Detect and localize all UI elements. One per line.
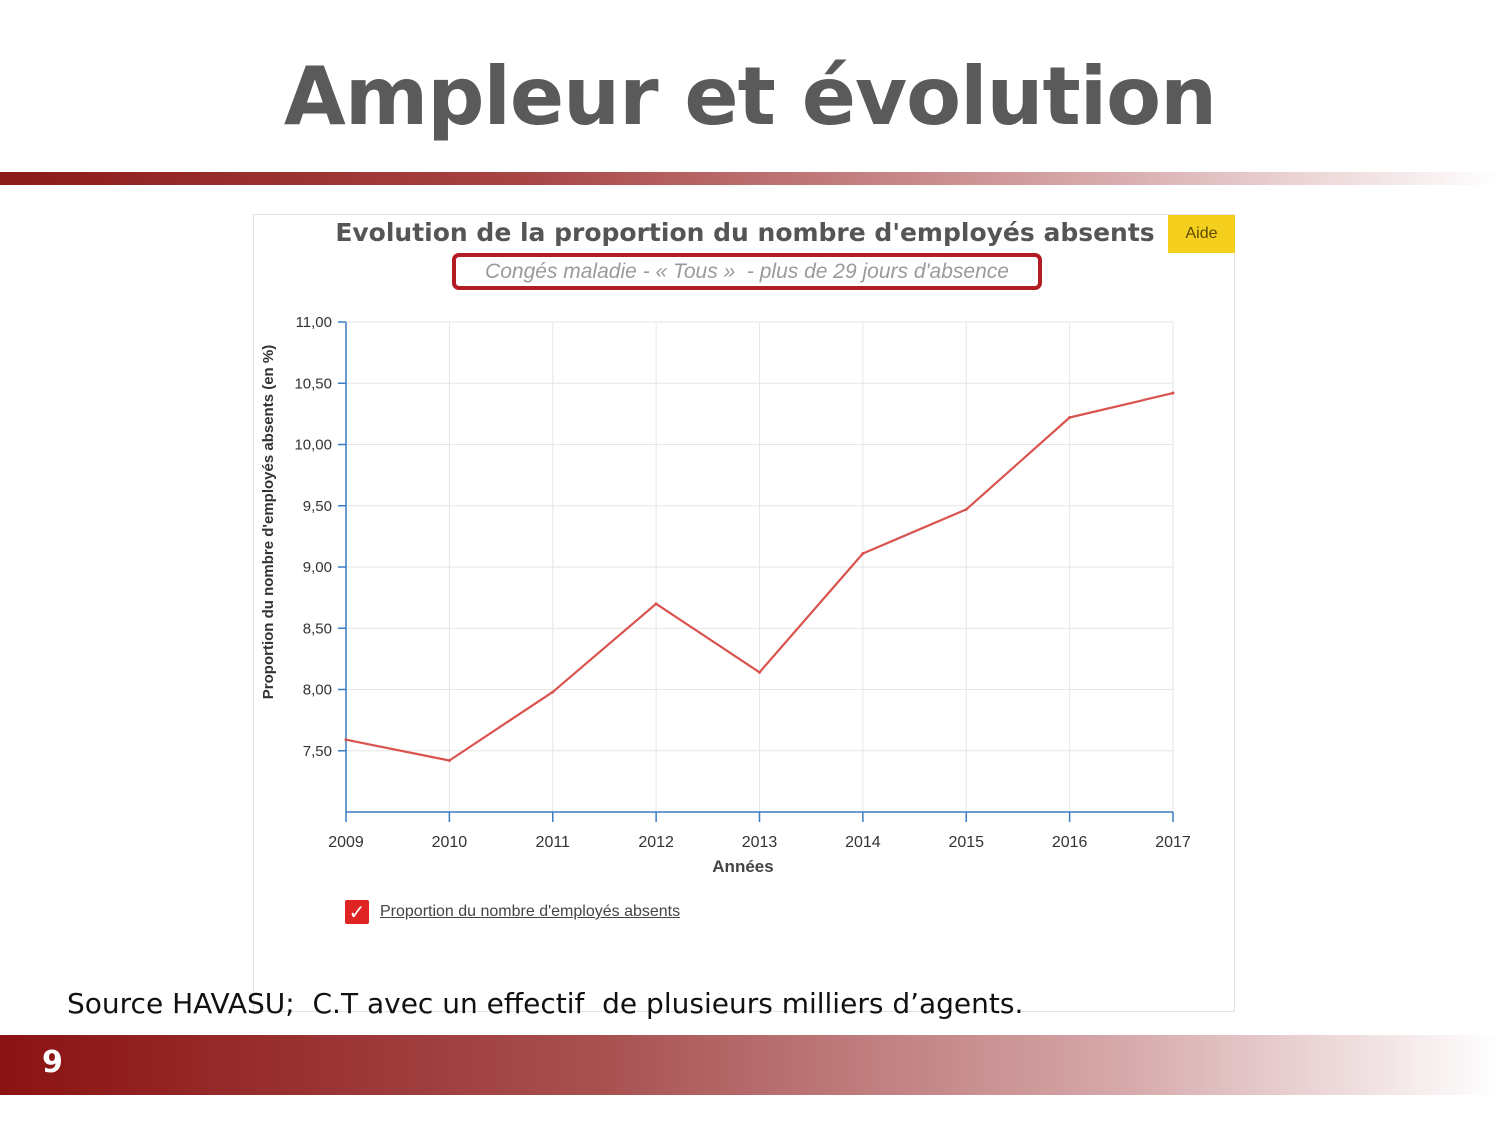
y-tick-label: 7,50: [303, 743, 332, 760]
chart-title: Evolution de la proportion du nombre d'e…: [335, 218, 1155, 247]
help-button[interactable]: Aide: [1168, 215, 1235, 253]
x-tick-label: 2012: [638, 834, 674, 851]
chart-panel: [253, 214, 1235, 1012]
data-point: [654, 602, 658, 606]
chart-subtitle: Congés maladie - « Tous » - plus de 29 j…: [485, 259, 1009, 283]
x-tick-label: 2014: [845, 834, 881, 851]
grid-lines: [346, 321, 1174, 812]
y-tick-label: 8,00: [303, 682, 332, 699]
x-tick-label: 2011: [536, 834, 571, 851]
slide-title: Ampleur et évolution: [283, 50, 1217, 143]
footer-bar: [0, 1035, 1500, 1095]
data-point: [1068, 416, 1072, 420]
y-tick-label: 8,50: [303, 620, 332, 637]
data-point: [1171, 391, 1175, 395]
title-divider: [0, 172, 1500, 185]
y-tick-label: 11,00: [296, 314, 332, 331]
data-point: [964, 507, 968, 511]
x-tick-label: 2013: [742, 834, 778, 851]
axes: [338, 321, 1174, 822]
y-tick-label: 9,00: [303, 559, 332, 576]
data-point: [447, 759, 451, 763]
chart-subtitle-highlight: Congés maladie - « Tous » - plus de 29 j…: [452, 253, 1042, 290]
y-axis-label: Proportion du nombre d'employés absents …: [260, 345, 277, 699]
x-tick-label: 2009: [328, 834, 364, 851]
y-tick-label: 9,50: [303, 498, 332, 515]
x-axis-label: Années: [712, 857, 773, 876]
chart-legend: ✓ Proportion du nombre d'employés absent…: [345, 900, 680, 924]
legend-label[interactable]: Proportion du nombre d'employés absents: [380, 903, 681, 920]
data-point: [758, 670, 761, 674]
x-tick-label: 2017: [1155, 834, 1191, 851]
legend-checkbox[interactable]: ✓: [345, 900, 369, 924]
series-lines: [344, 391, 1175, 763]
page-number: 9: [42, 1045, 63, 1080]
x-tick-label: 2010: [432, 834, 468, 851]
x-tick-label: 2016: [1052, 834, 1088, 851]
y-tick-label: 10,50: [294, 375, 332, 392]
data-point: [551, 690, 555, 694]
data-point: [344, 738, 348, 742]
y-tick-label: 10,00: [294, 437, 332, 454]
tick-labels: 7,50 8,00 8,50 9,00 9,50 10,00 10,50 11,00 2009 2…: [294, 314, 1190, 851]
x-tick-label: 2015: [948, 834, 984, 851]
data-point: [861, 552, 865, 556]
source-note: Source HAVASU; C.T avec un effectif de p…: [67, 987, 1024, 1020]
